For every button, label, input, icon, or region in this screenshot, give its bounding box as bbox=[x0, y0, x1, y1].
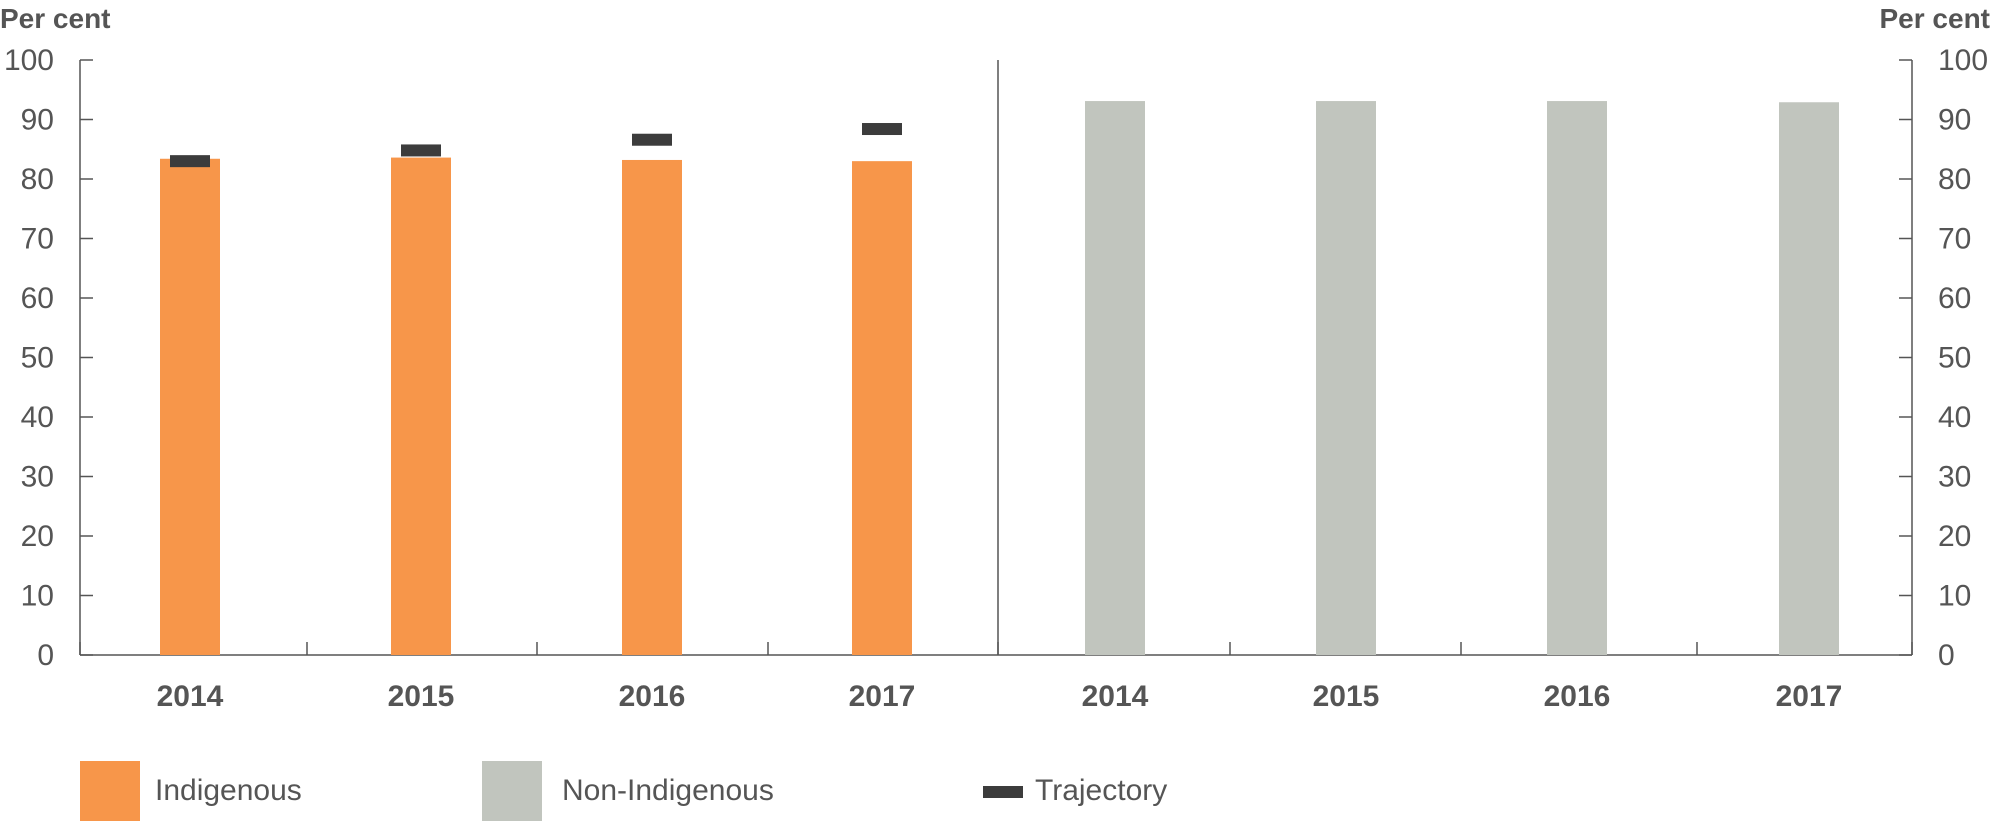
non-indigenous-bar bbox=[1316, 101, 1376, 656]
right-y-tick-label: 10 bbox=[1938, 580, 1971, 613]
right-y-tick-label: 70 bbox=[1938, 223, 1971, 256]
legend-label-indigenous: Indigenous bbox=[155, 774, 302, 807]
right-y-tick-label: 100 bbox=[1938, 44, 1988, 77]
right-y-tick-label: 90 bbox=[1938, 104, 1971, 137]
trajectory-markers-group bbox=[170, 123, 902, 168]
left-y-tick-label: 80 bbox=[21, 163, 54, 196]
right-y-tick-label: 80 bbox=[1938, 163, 1971, 196]
indigenous-bar bbox=[622, 159, 682, 655]
right-y-tick-label: 30 bbox=[1938, 461, 1971, 494]
left-y-tick-label: 0 bbox=[37, 639, 54, 672]
left-y-tick-label: 40 bbox=[21, 401, 54, 434]
right-y-tick-label: 50 bbox=[1938, 342, 1971, 375]
indigenous-bar bbox=[160, 158, 220, 655]
bars-group bbox=[160, 101, 1839, 656]
indigenous-bar bbox=[852, 161, 912, 655]
right-y-axis-title: Per cent bbox=[1880, 3, 1991, 34]
x-category-label: 2017 bbox=[1776, 680, 1843, 713]
left-y-tick-label: 10 bbox=[21, 580, 54, 613]
right-y-tick-label: 40 bbox=[1938, 401, 1971, 434]
x-category-label: 2015 bbox=[1313, 680, 1380, 713]
non-indigenous-bar bbox=[1085, 101, 1145, 656]
left-y-tick-label: 60 bbox=[21, 282, 54, 315]
left-y-tick-label: 90 bbox=[21, 104, 54, 137]
labels-group: 0 0 10 10 20 20 30 30 40 40 50 50 60 60 70 70 80 80 90 90 10… bbox=[0, 3, 1990, 713]
left-y-tick-label: 70 bbox=[21, 223, 54, 256]
trajectory-marker bbox=[632, 133, 672, 146]
indigenous-bar bbox=[391, 157, 451, 655]
right-y-tick-label: 20 bbox=[1938, 520, 1971, 553]
left-y-axis-title: Per cent bbox=[0, 3, 111, 34]
right-y-tick-label: 0 bbox=[1938, 639, 1955, 672]
x-category-label: 2016 bbox=[1544, 680, 1611, 713]
legend-swatch-indigenous bbox=[80, 761, 140, 821]
legend-swatch-trajectory bbox=[983, 786, 1023, 798]
non-indigenous-bar bbox=[1547, 101, 1607, 656]
trajectory-marker bbox=[401, 144, 441, 157]
legend-label-trajectory: Trajectory bbox=[1035, 774, 1167, 807]
trajectory-marker bbox=[862, 123, 902, 136]
legend-swatch-non-indigenous bbox=[482, 761, 542, 821]
axes-group bbox=[79, 59, 1913, 656]
left-y-tick-label: 20 bbox=[21, 520, 54, 553]
right-y-tick-label: 60 bbox=[1938, 282, 1971, 315]
legend: Indigenous Non-Indigenous Trajectory bbox=[80, 761, 1167, 821]
left-y-tick-label: 100 bbox=[4, 44, 54, 77]
x-category-label: 2017 bbox=[849, 680, 916, 713]
x-category-label: 2014 bbox=[1082, 680, 1149, 713]
trajectory-marker bbox=[170, 155, 210, 168]
x-category-label: 2014 bbox=[157, 680, 224, 713]
legend-label-non-indigenous: Non-Indigenous bbox=[562, 774, 774, 807]
left-y-tick-label: 50 bbox=[21, 342, 54, 375]
left-y-tick-label: 30 bbox=[21, 461, 54, 494]
non-indigenous-bar bbox=[1779, 102, 1839, 656]
x-category-label: 2015 bbox=[388, 680, 455, 713]
x-category-label: 2016 bbox=[619, 680, 686, 713]
